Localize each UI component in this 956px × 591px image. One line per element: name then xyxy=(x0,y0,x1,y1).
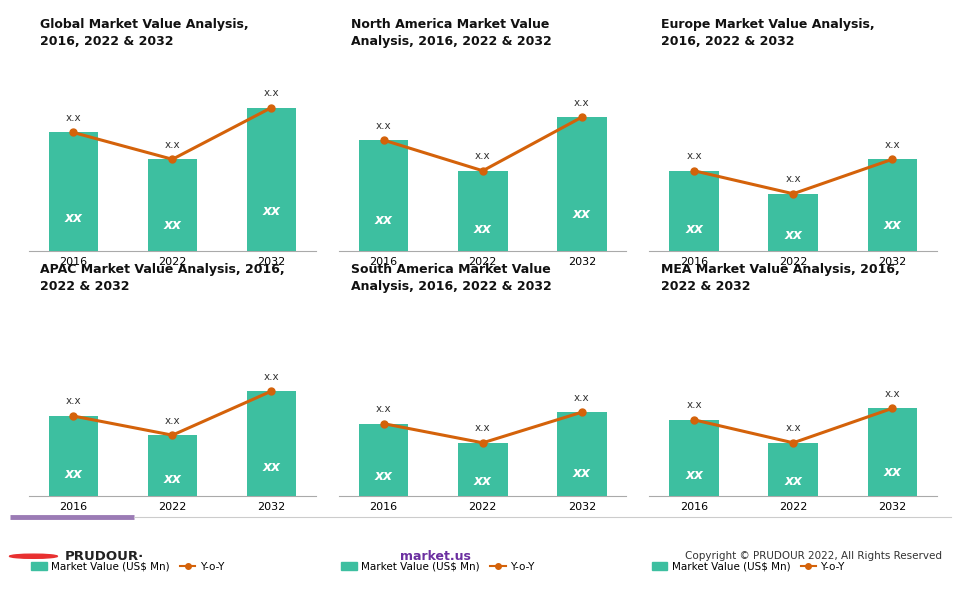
Bar xyxy=(769,443,818,496)
Text: xx: xx xyxy=(263,460,280,474)
Text: xx: xx xyxy=(573,207,591,220)
Legend: Market Value (US$ Mn), Y-o-Y: Market Value (US$ Mn), Y-o-Y xyxy=(341,316,534,326)
Bar xyxy=(669,420,719,496)
Bar xyxy=(669,171,719,251)
Bar xyxy=(49,132,98,251)
Text: APAC Market Value Analysis, 2016,
2022 & 2032: APAC Market Value Analysis, 2016, 2022 &… xyxy=(40,263,285,293)
Bar xyxy=(147,160,197,251)
Text: xx: xx xyxy=(685,468,703,482)
Text: xx: xx xyxy=(263,204,280,218)
Bar xyxy=(358,140,408,251)
Text: x.x: x.x xyxy=(376,404,392,414)
Bar xyxy=(867,160,917,251)
Text: x.x: x.x xyxy=(686,400,702,410)
Text: market.us: market.us xyxy=(400,550,470,563)
Text: x.x: x.x xyxy=(574,98,590,108)
Bar xyxy=(147,435,197,496)
Bar xyxy=(769,194,818,251)
Text: x.x: x.x xyxy=(65,113,81,123)
Legend: Market Value (US$ Mn), Y-o-Y: Market Value (US$ Mn), Y-o-Y xyxy=(652,561,845,571)
Text: x.x: x.x xyxy=(884,139,901,150)
Text: x.x: x.x xyxy=(574,392,590,402)
Text: xx: xx xyxy=(474,222,491,236)
Text: Global Market Value Analysis,
2016, 2022 & 2032: Global Market Value Analysis, 2016, 2022… xyxy=(40,18,249,48)
Bar xyxy=(867,408,917,496)
Text: xx: xx xyxy=(784,228,802,242)
Bar xyxy=(247,391,296,496)
Text: Europe Market Value Analysis,
2016, 2022 & 2032: Europe Market Value Analysis, 2016, 2022… xyxy=(661,18,875,48)
Text: xx: xx xyxy=(784,475,802,488)
Text: North America Market Value
Analysis, 2016, 2022 & 2032: North America Market Value Analysis, 201… xyxy=(351,18,552,48)
Text: xx: xx xyxy=(883,219,902,232)
Bar xyxy=(247,108,296,251)
Text: xx: xx xyxy=(375,469,393,483)
Bar xyxy=(49,416,98,496)
Bar xyxy=(458,443,508,496)
Text: x.x: x.x xyxy=(686,151,702,161)
Text: xx: xx xyxy=(685,222,703,236)
Text: MEA Market Value Analysis, 2016,
2022 & 2032: MEA Market Value Analysis, 2016, 2022 & … xyxy=(661,263,900,293)
Legend: Market Value (US$ Mn), Y-o-Y: Market Value (US$ Mn), Y-o-Y xyxy=(31,561,224,571)
Text: xx: xx xyxy=(64,467,82,481)
Text: x.x: x.x xyxy=(786,174,801,184)
Text: x.x: x.x xyxy=(475,423,490,433)
Text: South America Market Value
Analysis, 2016, 2022 & 2032: South America Market Value Analysis, 201… xyxy=(351,263,552,293)
Text: xx: xx xyxy=(163,472,182,486)
Text: xx: xx xyxy=(474,475,491,488)
Text: xx: xx xyxy=(64,211,82,225)
Text: PRUDOUR·: PRUDOUR· xyxy=(65,550,144,563)
Text: x.x: x.x xyxy=(164,415,180,426)
Legend: Market Value (US$ Mn), Y-o-Y: Market Value (US$ Mn), Y-o-Y xyxy=(341,561,534,571)
Text: x.x: x.x xyxy=(65,397,81,407)
Text: x.x: x.x xyxy=(884,389,901,399)
Text: xx: xx xyxy=(375,213,393,227)
Text: xx: xx xyxy=(163,219,182,232)
Legend: Market Value (US$ Mn), Y-o-Y: Market Value (US$ Mn), Y-o-Y xyxy=(652,316,845,326)
Text: x.x: x.x xyxy=(786,423,801,433)
Bar xyxy=(557,412,607,496)
Text: Copyright © PRUDOUR 2022, All Rights Reserved: Copyright © PRUDOUR 2022, All Rights Res… xyxy=(684,551,942,561)
Text: xx: xx xyxy=(883,465,902,479)
Legend: Market Value (US$ Mn), Y-o-Y: Market Value (US$ Mn), Y-o-Y xyxy=(31,316,224,326)
Text: xx: xx xyxy=(573,466,591,480)
Text: x.x: x.x xyxy=(264,88,279,98)
Text: x.x: x.x xyxy=(264,372,279,382)
Bar xyxy=(458,171,508,251)
Text: x.x: x.x xyxy=(376,121,392,131)
Text: x.x: x.x xyxy=(164,139,180,150)
Circle shape xyxy=(10,554,57,558)
Bar xyxy=(358,424,408,496)
Bar xyxy=(557,117,607,251)
Text: x.x: x.x xyxy=(475,151,490,161)
